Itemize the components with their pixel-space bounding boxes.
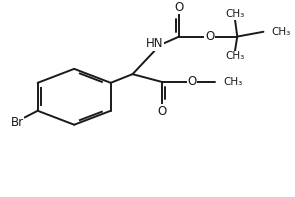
Text: CH₃: CH₃ (225, 9, 245, 20)
Text: Br: Br (11, 116, 24, 129)
Text: CH₃: CH₃ (225, 51, 245, 61)
Text: HN: HN (146, 37, 163, 50)
Text: O: O (188, 75, 197, 88)
Text: CH₃: CH₃ (224, 77, 243, 87)
Text: O: O (174, 1, 184, 14)
Text: O: O (205, 30, 214, 43)
Text: CH₃: CH₃ (272, 27, 291, 37)
Text: O: O (157, 105, 166, 118)
